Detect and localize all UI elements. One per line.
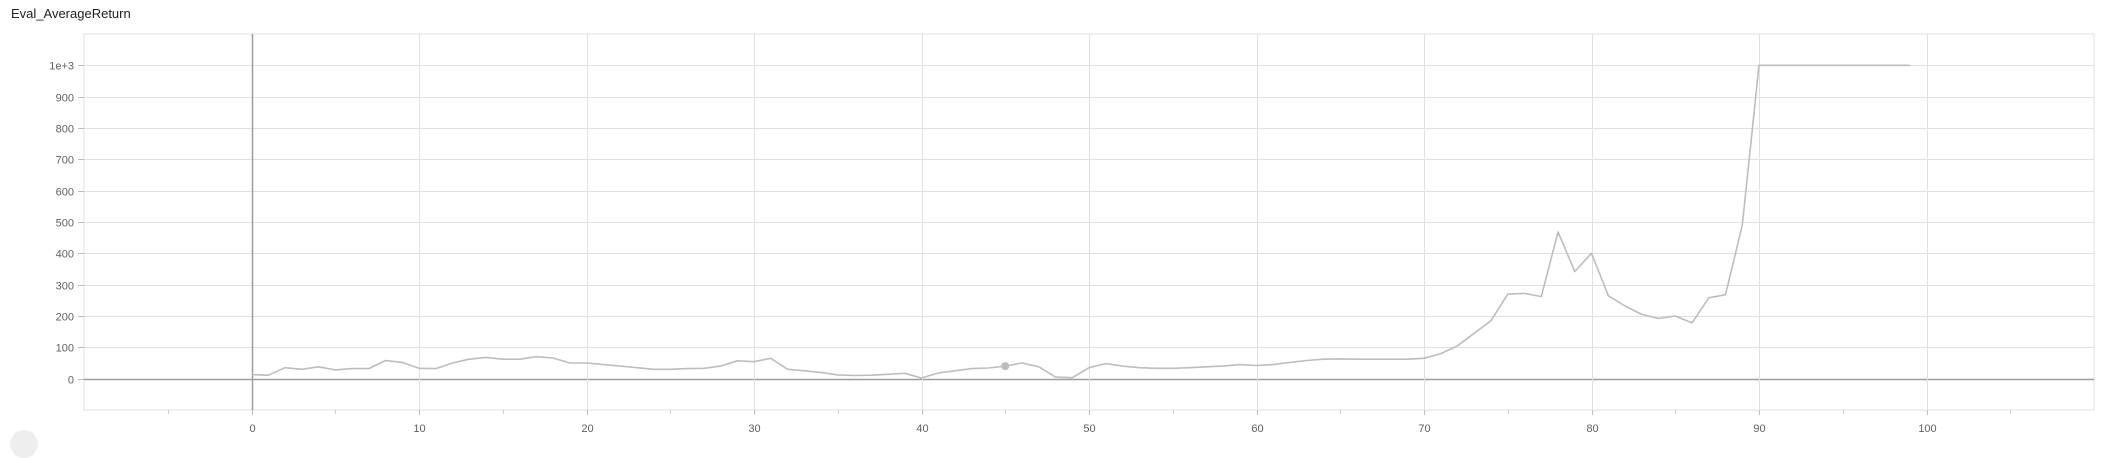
y-tick-label: 500 — [56, 218, 74, 230]
y-tick-label: 800 — [56, 124, 74, 136]
x-tick-label: 10 — [413, 423, 425, 435]
y-tick-label: 900 — [56, 93, 74, 105]
highlight-point — [1001, 362, 1010, 371]
scroll-handle[interactable] — [10, 430, 38, 458]
chart-area[interactable]: 0 100 200 300 400 500 600 700 800 900 1e+3 0 10 20 30… — [0, 0, 2105, 437]
series-line — [251, 64, 1910, 379]
y-tick-label: 200 — [56, 312, 74, 324]
y-tick-labels: 0 100 200 300 400 500 600 700 800 900 1e+3 — [49, 61, 74, 387]
x-tick-label: 100 — [1918, 423, 1936, 435]
x-tick-label: 40 — [916, 423, 928, 435]
y-tick-label: 300 — [56, 281, 74, 293]
series-layer — [251, 64, 1910, 379]
y-tick-label: 1e+3 — [49, 61, 74, 73]
y-tick-label: 600 — [56, 187, 74, 199]
x-tick-label: 60 — [1251, 423, 1263, 435]
y-tick-label: 100 — [56, 343, 74, 355]
x-tick-label: 70 — [1418, 423, 1430, 435]
x-tick-label: 80 — [1586, 423, 1598, 435]
x-tick-label: 0 — [249, 423, 255, 435]
y-tick-label: 0 — [68, 375, 74, 387]
x-tick-label: 50 — [1083, 423, 1095, 435]
axes — [78, 65, 2011, 415]
y-tick-label: 400 — [56, 249, 74, 261]
x-tick-label: 20 — [581, 423, 593, 435]
grid — [83, 33, 2095, 411]
chart-title: Eval_AverageReturn — [11, 6, 131, 21]
x-tick-label: 90 — [1753, 423, 1765, 435]
x-tick-label: 30 — [748, 423, 760, 435]
x-tick-labels: 0 10 20 30 40 50 60 70 80 90 100 — [249, 423, 1936, 435]
y-tick-label: 700 — [56, 155, 74, 167]
